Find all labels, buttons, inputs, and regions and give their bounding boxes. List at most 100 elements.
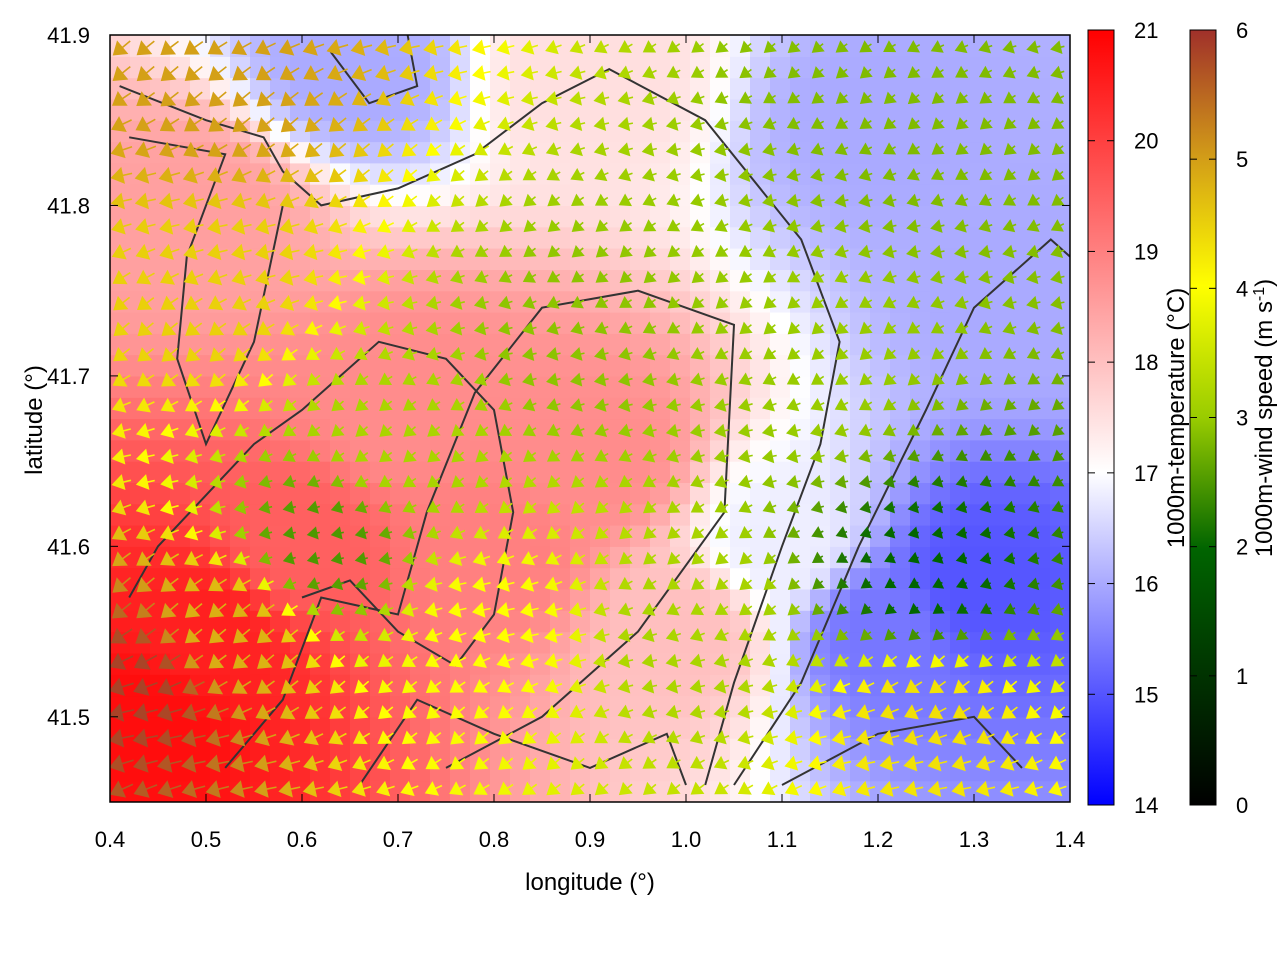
wind-arrow	[498, 423, 513, 436]
wind-arrow	[282, 449, 297, 462]
heatmap-cell	[630, 652, 651, 675]
wind-arrow	[1027, 526, 1040, 540]
wind-arrow	[353, 168, 370, 183]
wind-arrow	[449, 142, 466, 156]
wind-arrow	[132, 728, 159, 748]
heatmap-cell	[350, 354, 371, 377]
wind-arrow	[617, 142, 633, 157]
wind-arrow	[907, 551, 920, 564]
wind-arrow	[375, 64, 396, 82]
wind-arrow	[547, 475, 561, 488]
heatmap-cell	[950, 610, 971, 633]
wind-arrow	[618, 576, 633, 590]
heatmap-cell	[770, 503, 791, 526]
wind-arrow	[643, 270, 657, 284]
heatmap-cell	[410, 35, 431, 57]
wind-arrow	[714, 781, 729, 795]
wind-arrow	[835, 347, 849, 360]
wind-arrow	[739, 40, 753, 54]
wind-arrow	[159, 116, 180, 132]
wind-arrow	[617, 398, 633, 413]
y-tick-label: 41.6	[47, 534, 90, 559]
heatmap-cell	[870, 141, 891, 164]
wind-arrow	[110, 652, 134, 670]
heatmap-cell	[910, 354, 931, 377]
wind-arrow	[1003, 449, 1017, 461]
wind-arrow	[810, 653, 825, 667]
wind-arrow	[401, 295, 418, 311]
heatmap-cell	[890, 738, 911, 760]
wind-arrow	[135, 525, 156, 541]
wind-arrow	[208, 576, 228, 592]
wind-arrow	[256, 142, 276, 158]
heatmap-cell	[390, 290, 411, 313]
wind-arrow	[330, 526, 344, 540]
x-tick-label: 1.2	[863, 827, 894, 852]
wind-arrow	[376, 295, 394, 311]
heatmap-cell	[650, 674, 671, 697]
heatmap-cell	[910, 98, 931, 121]
wind-arrow	[691, 296, 705, 309]
heatmap-cell	[870, 56, 891, 79]
wind-arrow	[546, 449, 561, 462]
heatmap-cell	[690, 77, 711, 100]
heatmap-cell	[750, 652, 771, 675]
wind-arrow	[883, 117, 897, 130]
wind-arrow	[883, 91, 897, 105]
wind-arrow	[1051, 193, 1065, 206]
heatmap-cell	[990, 439, 1011, 462]
heatmap-cell	[650, 716, 671, 739]
heatmap-cell	[1010, 269, 1031, 292]
wind-arrow	[330, 602, 345, 616]
wind-arrow	[979, 475, 992, 488]
wind-arrow	[907, 142, 921, 155]
heatmap-cell	[1050, 461, 1070, 483]
wind-arrow	[1000, 755, 1019, 771]
heatmap-cell	[430, 716, 451, 739]
heatmap-cell	[230, 226, 251, 249]
wind-arrow	[282, 398, 297, 412]
heatmap-cell	[710, 333, 731, 356]
wind-arrow	[808, 755, 827, 772]
y-axis-label: latitude (°)	[21, 365, 48, 475]
wind-arrow	[785, 679, 802, 694]
heatmap-cell	[410, 375, 431, 398]
wind-arrow	[423, 64, 444, 82]
heatmap-cell	[470, 695, 491, 718]
wind-arrow	[690, 219, 705, 232]
heatmap-cell	[630, 418, 651, 441]
heatmap-cell	[270, 461, 291, 483]
wind-arrow	[859, 500, 872, 514]
wind-arrow	[279, 192, 300, 209]
heatmap-cell	[1010, 333, 1031, 356]
wind-arrow	[352, 295, 371, 311]
wind-arrow	[884, 628, 897, 641]
wind-arrow	[498, 398, 513, 412]
heatmap-cell	[710, 759, 731, 782]
wind-arrow	[207, 243, 228, 261]
heatmap-cell	[830, 205, 851, 228]
wind-arrow	[665, 423, 681, 438]
wind-arrow	[812, 577, 825, 590]
wind-arrow	[617, 704, 634, 719]
wind-arrow	[569, 551, 586, 565]
wind-arrow	[279, 243, 300, 261]
heatmap-cell	[670, 354, 691, 377]
wind-arrow	[134, 141, 157, 158]
wind-arrow	[1052, 423, 1065, 437]
heatmap-cell	[790, 98, 811, 121]
wind-arrow	[738, 193, 753, 208]
wind-arrow	[330, 372, 345, 386]
wind-arrow	[522, 781, 538, 795]
heatmap-cell	[750, 716, 771, 739]
wind-arrow	[1052, 449, 1065, 462]
wind-arrow	[157, 678, 182, 696]
wind-arrow	[208, 653, 227, 669]
wind-arrow	[713, 653, 730, 668]
wind-arrow	[787, 602, 801, 616]
wind-arrow	[207, 678, 228, 695]
wind-arrow	[424, 116, 443, 131]
heatmap-cell	[470, 333, 491, 356]
wind-arrow	[303, 729, 324, 746]
wind-arrow	[471, 601, 491, 618]
